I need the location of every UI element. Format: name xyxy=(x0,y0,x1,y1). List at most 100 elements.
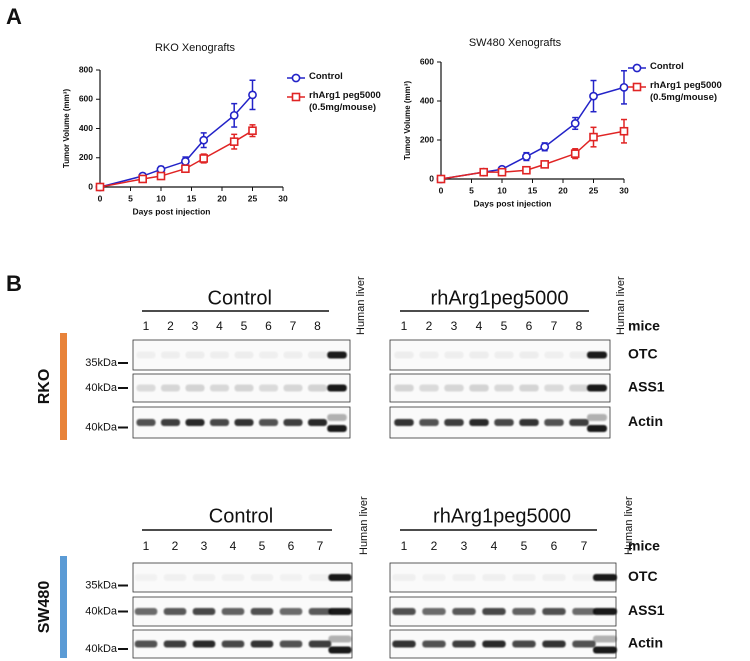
reference-lane-label: Human liver xyxy=(355,276,367,335)
blot-band xyxy=(494,384,514,392)
lane-number: 7 xyxy=(581,539,588,553)
blot-band xyxy=(192,608,216,615)
legend-label: rhArg1 peg5000 (0.5mg/mouse) xyxy=(650,80,722,103)
lane-number: 5 xyxy=(501,319,508,333)
blot-band xyxy=(280,574,303,581)
x-tick-label: 25 xyxy=(589,185,599,195)
x-tick-label: 10 xyxy=(497,185,507,195)
blot-band xyxy=(327,414,347,421)
blot-band xyxy=(258,419,279,426)
reference-lane-label: Human liver xyxy=(623,496,635,555)
data-point xyxy=(229,137,239,146)
blot-band xyxy=(308,608,332,615)
data-point xyxy=(570,119,580,128)
protein-label: ASS1 xyxy=(628,602,665,618)
data-point xyxy=(248,126,257,135)
legend-marker xyxy=(291,73,301,83)
legend-entry: Control xyxy=(650,61,684,72)
blot-band xyxy=(234,419,254,426)
lane-number: 3 xyxy=(192,319,199,333)
blot-band xyxy=(307,351,328,359)
blot-band xyxy=(308,640,332,648)
lanes-label: mice xyxy=(628,318,660,334)
blot-band xyxy=(587,425,607,432)
group-label: Control xyxy=(209,505,273,527)
blot-band xyxy=(136,351,156,359)
series-line xyxy=(99,130,253,188)
blot-band xyxy=(452,574,475,581)
lane-number: 2 xyxy=(426,319,433,333)
blot-band xyxy=(542,640,566,648)
blot-band xyxy=(185,419,205,426)
lane-number: 4 xyxy=(216,319,223,333)
y-tick-label: 0 xyxy=(429,173,434,183)
marker-label: 40kDa xyxy=(85,421,118,433)
protein-label: Actin xyxy=(628,413,663,429)
blot-band xyxy=(392,574,415,581)
blot-band xyxy=(221,640,245,648)
data-point xyxy=(248,90,257,100)
y-tick-label: 400 xyxy=(420,95,434,105)
data-point xyxy=(540,142,550,152)
blot-band xyxy=(419,351,439,359)
blot-band xyxy=(328,574,352,581)
y-tick-label: 600 xyxy=(420,56,434,66)
legend-marker xyxy=(291,92,301,102)
blot-band xyxy=(444,384,464,392)
blot-band xyxy=(136,384,156,392)
blot-band xyxy=(160,351,181,359)
data-point xyxy=(540,160,550,169)
blot-band xyxy=(134,608,158,615)
blot-band xyxy=(572,608,596,615)
blot-band xyxy=(234,351,254,359)
blot-band xyxy=(234,384,254,392)
lane-number: 4 xyxy=(491,539,498,553)
legend-entry: Control xyxy=(309,71,343,82)
blot-band xyxy=(512,640,536,648)
blot-band xyxy=(192,640,216,648)
x-tick-label: 15 xyxy=(187,193,197,203)
blot-band xyxy=(209,419,230,426)
blot-band xyxy=(544,384,564,392)
blot-band xyxy=(494,351,514,359)
lane-number: 3 xyxy=(201,539,208,553)
x-tick-label: 5 xyxy=(128,193,133,203)
legend-label: rhArg1 peg5000 (0.5mg/mouse) xyxy=(309,90,381,113)
protein-label: Actin xyxy=(628,635,663,651)
data-point xyxy=(497,167,507,177)
legend-entry: rhArg1 peg5000 (0.5mg/mouse) xyxy=(309,90,381,113)
x-tick-label: 30 xyxy=(278,193,288,203)
lane-number: 2 xyxy=(172,539,179,553)
lane-number: 2 xyxy=(431,539,438,553)
protein-label: ASS1 xyxy=(628,379,665,395)
group-label: rhArg1peg5000 xyxy=(433,505,571,527)
blot-band xyxy=(160,384,181,392)
lane-number: 2 xyxy=(167,319,174,333)
blot-band xyxy=(209,384,230,392)
blot-band xyxy=(569,419,589,426)
blot-band xyxy=(469,384,489,392)
blot-band xyxy=(593,646,617,654)
lane-number: 4 xyxy=(476,319,483,333)
blot-band xyxy=(328,608,352,615)
blot-band xyxy=(394,384,414,392)
blot-band xyxy=(327,351,347,359)
blot-band xyxy=(136,419,156,426)
reference-lane-label: Human liver xyxy=(615,276,627,335)
y-tick-label: 0 xyxy=(88,181,93,191)
cell-line-label: RKO xyxy=(36,369,53,405)
blot-band xyxy=(512,574,535,581)
y-tick-label: 800 xyxy=(79,64,93,74)
data-point xyxy=(199,154,208,163)
series-line xyxy=(99,94,254,188)
marker-label: 40kDa xyxy=(85,382,118,394)
blot-band xyxy=(250,640,274,648)
group-label: Control xyxy=(208,287,272,309)
blot-band xyxy=(135,574,158,581)
lane-number: 7 xyxy=(317,539,324,553)
blot-band xyxy=(222,574,245,581)
x-axis-label: Days post injection xyxy=(474,198,552,208)
y-tick-label: 200 xyxy=(420,134,434,144)
lane-number: 6 xyxy=(288,539,295,553)
